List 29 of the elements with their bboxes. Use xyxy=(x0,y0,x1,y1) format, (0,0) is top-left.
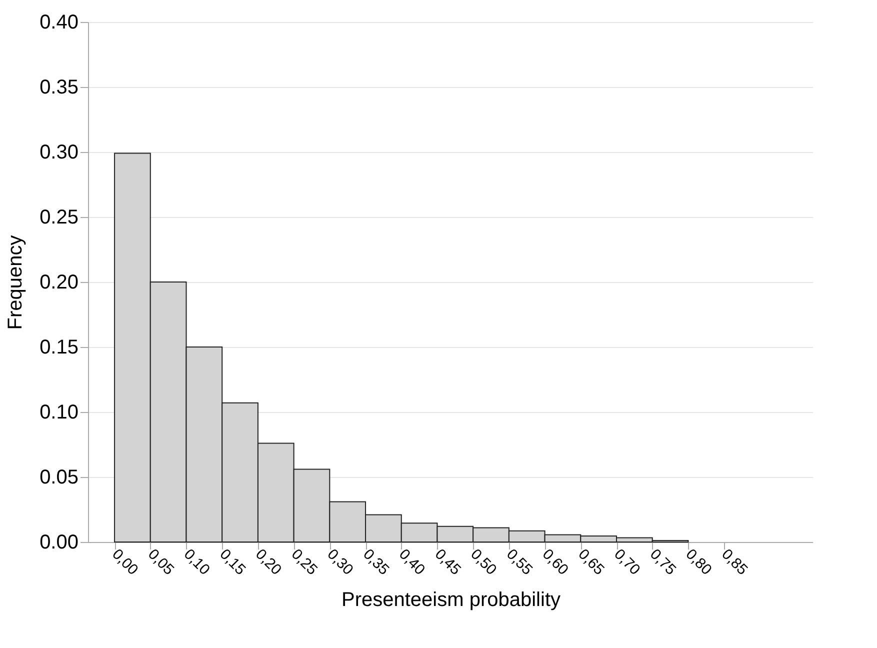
x-tick-label: 0,35 xyxy=(360,546,392,579)
x-tick-label: 0,40 xyxy=(396,546,428,579)
x-tick-label: 0,45 xyxy=(431,546,464,579)
y-axis-title: Frequency xyxy=(4,235,27,330)
y-tick-label: 0.00 xyxy=(40,532,78,554)
x-tick-label: 0,60 xyxy=(538,546,572,579)
x-tick-label: 0,65 xyxy=(574,546,608,579)
x-tick-label: 0,15 xyxy=(216,546,249,579)
x-tick-label: 0,80 xyxy=(682,546,716,579)
x-tick-label: 0,25 xyxy=(288,546,321,579)
x-tick-label: 0,75 xyxy=(646,546,680,579)
x-tick-label: 0,10 xyxy=(180,546,214,579)
x-tick-label: 0,00 xyxy=(108,546,142,579)
y-tick-label: 0.05 xyxy=(40,466,78,488)
y-tick-label: 0.10 xyxy=(40,402,78,424)
y-tick-label: 0.40 xyxy=(40,12,78,34)
x-axis-title: Presenteeism probability xyxy=(342,588,560,611)
y-tick-label: 0.25 xyxy=(40,206,78,228)
x-tick-label: 0,30 xyxy=(324,546,356,579)
y-tick-label: 0.35 xyxy=(40,76,78,98)
y-tick-label: 0.15 xyxy=(40,336,78,358)
x-tick-label: 0,70 xyxy=(610,546,644,579)
y-tick-label: 0.20 xyxy=(40,272,78,294)
x-tick-label: 0,85 xyxy=(718,546,751,579)
x-tick-label: 0,20 xyxy=(252,546,285,579)
x-tick-label: 0,05 xyxy=(144,546,178,579)
x-tick-label: 0,50 xyxy=(467,546,500,579)
y-tick-label: 0.30 xyxy=(40,142,78,164)
x-tick-label: 0,55 xyxy=(503,546,536,579)
